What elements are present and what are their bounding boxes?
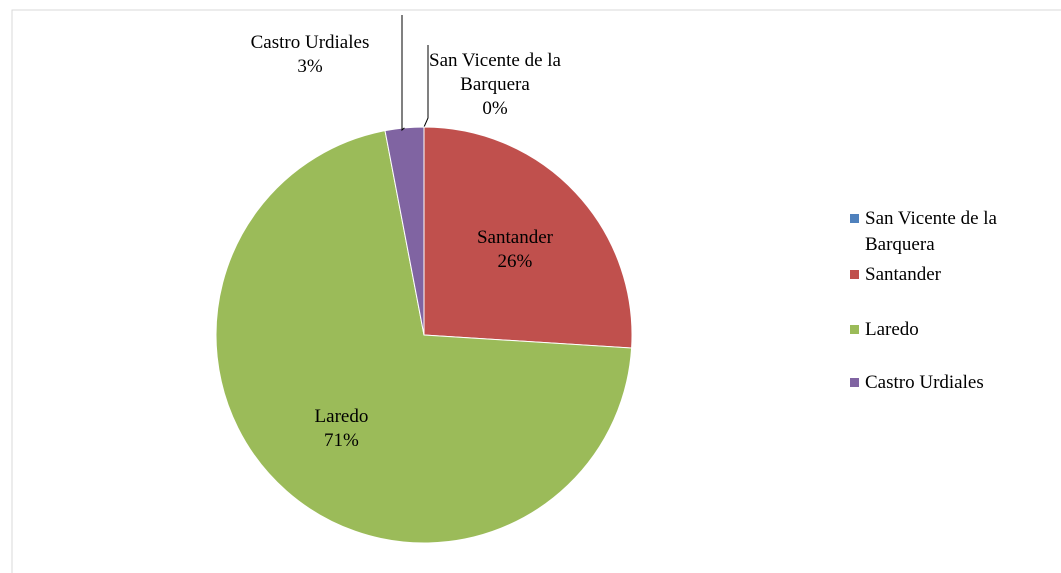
legend-label: Castro Urdiales — [865, 372, 984, 393]
legend-item: Castro Urdiales — [850, 370, 1045, 396]
data-label-value: 3% — [297, 56, 323, 77]
leader-line — [401, 15, 405, 132]
legend-item: Santander — [850, 262, 1045, 288]
chart-frame — [11, 9, 1061, 573]
leader-line — [423, 45, 429, 128]
legend-item: Laredo — [850, 317, 1045, 343]
data-label-name: Castro Urdiales — [250, 32, 370, 53]
legend-swatch — [850, 378, 859, 387]
data-label-name: Santander — [476, 226, 553, 248]
legend-swatch — [850, 270, 859, 279]
data-label-name: San Vicente de la Barquera — [429, 50, 561, 95]
legend-swatch — [850, 214, 859, 223]
data-label: Laredo 71% — [315, 405, 369, 453]
pie-slice — [423, 126, 633, 349]
legend-label: Laredo — [865, 319, 919, 340]
pie-slice — [384, 126, 425, 336]
legend-swatch — [850, 325, 859, 334]
legend-label: Santander — [865, 264, 941, 285]
data-label-value: 71% — [324, 429, 359, 451]
pie-slice — [215, 130, 633, 544]
data-label: San Vicente de la Barquera 0% — [400, 49, 590, 121]
legend-label: San Vicente de la Barquera — [865, 208, 997, 255]
data-label-name: Laredo — [314, 405, 369, 427]
data-label-value: 0% — [482, 98, 508, 119]
data-label-value: 26% — [497, 250, 533, 272]
legend-item: San Vicente de la Barquera — [850, 206, 1045, 258]
data-label: Castro Urdiales 3% — [230, 31, 390, 79]
data-label: Santander 26% — [477, 226, 553, 274]
